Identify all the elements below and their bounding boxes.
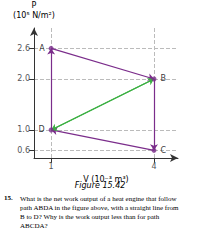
svg-text:B to D? Why is the work output: B to D? Why is the work output less than…: [20, 213, 160, 221]
svg-text:1.0: 1.0: [17, 125, 30, 134]
svg-text:B: B: [161, 74, 167, 83]
svg-text:(10⁵ N/m²): (10⁵ N/m²): [13, 11, 55, 20]
svg-text:15.: 15.: [4, 194, 13, 202]
svg-text:What is the net work output of: What is the net work output of a heat en…: [20, 195, 177, 203]
svg-text:P: P: [32, 1, 37, 10]
svg-text:ABCDA?: ABCDA?: [20, 222, 48, 230]
svg-text:Figure 15.42: Figure 15.42: [74, 180, 126, 190]
svg-text:2.6: 2.6: [17, 44, 30, 53]
svg-text:path ABDA in the figure above,: path ABDA in the figure above, with a st…: [20, 204, 179, 212]
svg-text:D: D: [38, 125, 44, 134]
svg-text:A: A: [39, 44, 45, 53]
svg-text:C: C: [161, 146, 167, 155]
svg-text:V (10⁻³ m³): V (10⁻³ m³): [83, 175, 128, 184]
svg-text:2.0: 2.0: [17, 74, 30, 83]
svg-text:1: 1: [49, 162, 54, 171]
svg-text:0.6: 0.6: [17, 146, 30, 155]
svg-text:4: 4: [151, 162, 156, 171]
